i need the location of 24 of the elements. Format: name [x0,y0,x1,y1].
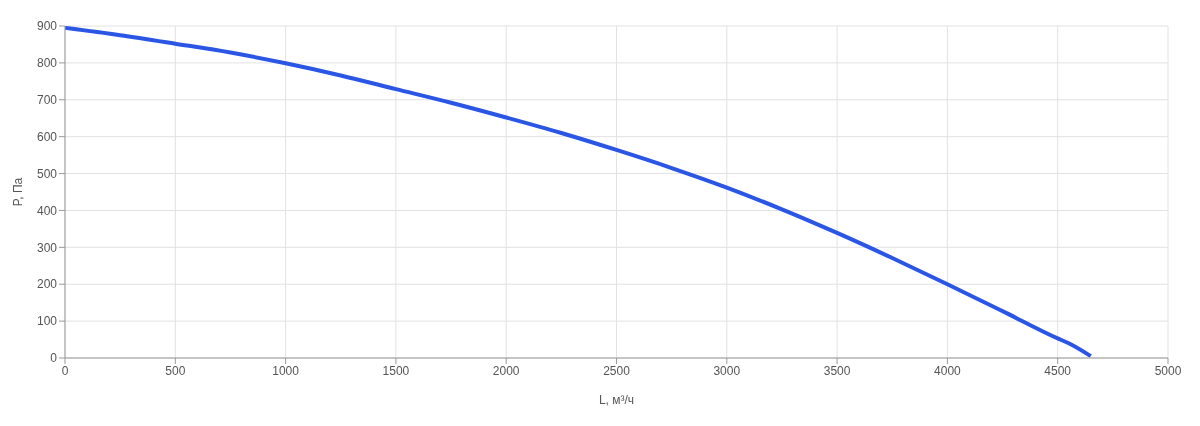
x-tick-label: 2000 [492,363,520,378]
y-tick-label: 900 [36,19,58,34]
x-tick-label: 500 [165,363,186,378]
x-tick-label: 3500 [823,363,851,378]
y-tick-label: 100 [36,314,58,329]
y-tick-label: 0 [50,351,58,366]
x-tick-label: 4000 [934,363,962,378]
x-tick-label: 4500 [1044,363,1072,378]
x-tick-label: 2500 [603,363,631,378]
x-tick-label: 0 [61,363,69,378]
line-series [65,26,1093,358]
x-tick-label: 5000 [1154,363,1182,378]
y-axis-title: P, Па [11,177,26,207]
y-tick-label: 400 [36,203,58,218]
y-tick-label: 500 [36,166,58,181]
y-tick-label: 200 [36,277,58,292]
y-tick-label: 700 [36,93,58,108]
x-axis-title: L, м³/ч [598,393,635,407]
x-tick-label: 1000 [272,363,300,378]
x-tick-label: 3000 [713,363,741,378]
y-tick-label: 600 [36,129,58,144]
y-tick-label: 300 [36,240,58,255]
y-tick-label: 800 [36,56,58,71]
x-tick-label: 1500 [382,363,410,378]
